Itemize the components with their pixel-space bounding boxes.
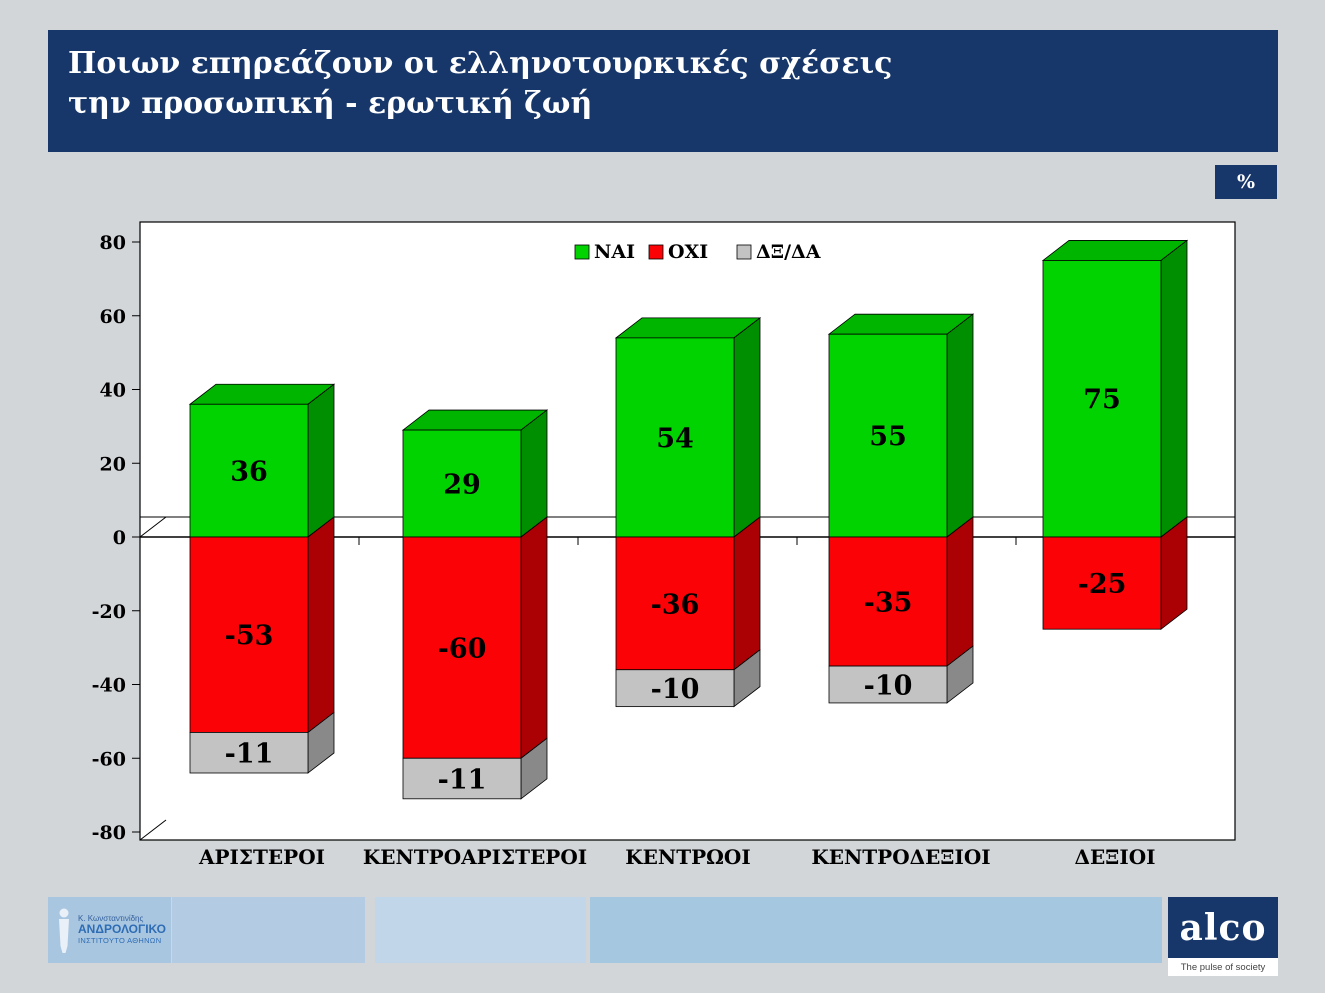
zero-depth-edge [139, 516, 167, 538]
alco-tagline: The pulse of society [1168, 958, 1278, 976]
bar-yes-side [520, 409, 548, 538]
header-banner: Ποιων επηρεάζουν οι ελληνοτουρκικές σχέσ… [48, 30, 1278, 152]
bar-no-side [520, 516, 548, 760]
andrology-institute-logo: Κ. Κωνσταντινίδης ΑΝΔΡΟΛΟΓΙΚΟ ΙΝΣΤΙΤΟΥΤΟ… [48, 906, 166, 954]
category-label: ΚΕΝΤΡΩΟΙ [625, 845, 750, 869]
value-label-yes: 55 [869, 422, 907, 453]
bar-no-side [946, 516, 974, 667]
category-label: ΑΡΙΣΤΕΡΟΙ [198, 845, 325, 869]
bar-yes-front [828, 333, 948, 538]
chart-svg: 80 60 40 20 0 -20 -40 -60 -80 36 -53 -11 ΑΡΙΣΤΕΡΟΙ 29… [92, 221, 1236, 869]
value-label-yes: 75 [1083, 385, 1121, 416]
bar-no-side [307, 516, 335, 734]
bar-yes-side [946, 313, 974, 538]
institute-figure-icon [59, 908, 69, 953]
bar-group-3: 54 -36 -10 [614, 317, 762, 708]
bar-yes-front [615, 337, 735, 538]
value-label-yes: 29 [443, 470, 481, 501]
y-axis-tick-label: -80 [92, 822, 126, 844]
bar-yes-side [733, 317, 761, 538]
legend: ΝΑΙ ΟΧΙ ΔΞ/ΔΑ [574, 241, 821, 263]
bar-group-4: 55 -35 -10 [827, 313, 975, 704]
page-title-line-1: Ποιων επηρεάζουν οι ελληνοτουρκικές σχέσ… [68, 46, 893, 81]
bar-no-front [402, 536, 522, 759]
y-axis-tick-label: -40 [92, 675, 126, 697]
alco-logo-text: alco [1168, 897, 1278, 958]
y-axis-tick-label: 80 [100, 232, 126, 254]
bar-no-front [828, 536, 948, 667]
institute-name-main: ΑΝΔΡΟΛΟΓΙΚΟ [78, 922, 166, 937]
institute-name-small: Κ. Κωνσταντινίδης [78, 914, 144, 924]
percent-unit-badge: % [1215, 165, 1277, 199]
institute-name-sub: ΙΝΣΤΙΤΟΥΤΟ ΑΘΗΝΩΝ [78, 936, 162, 946]
bar-group-1: 36 -53 -11 [188, 383, 336, 774]
bar-dkda-front [189, 732, 309, 774]
y-axis-tick-label: 0 [113, 527, 126, 549]
category-label: ΚΕΝΤΡΟΑΡΙΣΤΕΡΟΙ [363, 845, 587, 869]
value-label-no: -25 [1078, 569, 1127, 600]
bar-dkda-front [828, 665, 948, 704]
alco-logo: alco The pulse of society [1168, 897, 1278, 976]
chart: 80 60 40 20 0 -20 -40 -60 -80 36 -53 -11 ΑΡΙΣΤΕΡΟΙ 29… [85, 212, 1245, 912]
footer-band-institute: Κ. Κωνσταντινίδης ΑΝΔΡΟΛΟΓΙΚΟ ΙΝΣΤΙΤΟΥΤΟ… [48, 897, 171, 963]
bar-yes-front [1042, 260, 1162, 538]
legend-label-3: ΔΞ/ΔΑ [756, 241, 821, 263]
value-label-dkda: -11 [438, 765, 487, 796]
page-title-line-2: την προσωπική - ερωτική ζωή [68, 86, 593, 121]
footer-band-4 [590, 897, 1162, 963]
bar-no-side [1160, 516, 1188, 630]
legend-swatch-1 [574, 244, 590, 260]
value-label-no: -53 [225, 621, 274, 652]
category-label: ΔΕΞΙΟΙ [1075, 845, 1156, 869]
y-axis-tick-label: -20 [92, 601, 126, 623]
value-label-dkda: -10 [651, 674, 700, 705]
value-label-yes: 36 [230, 457, 268, 488]
bar-no-front [1042, 536, 1162, 630]
y-axis-tick-label: 60 [100, 306, 126, 328]
bar-yes-front [402, 429, 522, 538]
bar-no-side [733, 516, 761, 671]
bar-no-front [615, 536, 735, 671]
value-label-no: -60 [438, 634, 487, 665]
category-label: ΚΕΝΤΡΟΔΕΞΙΟΙ [811, 845, 990, 869]
value-label-dkda: -11 [225, 739, 274, 770]
value-label-yes: 54 [656, 423, 694, 454]
bar-group-5: 75 -25 [1041, 239, 1189, 630]
value-label-no: -36 [651, 589, 700, 620]
percent-unit-label: % [1236, 171, 1256, 193]
bar-no-front [189, 536, 309, 733]
page-title: Ποιων επηρεάζουν οι ελληνοτουρκικές σχέσ… [68, 44, 1278, 124]
y-axis-tick-label: 40 [100, 380, 126, 402]
value-label-dkda: -10 [864, 671, 913, 702]
y-axis-tick-label: -60 [92, 748, 126, 770]
legend-label-2: ΟΧΙ [668, 241, 708, 263]
floor-depth-edge [139, 819, 167, 841]
bar-dkda-front [402, 757, 522, 800]
footer-band-2 [172, 897, 365, 963]
bar-group-2: 29 -60 -11 [401, 409, 549, 800]
bar-dkda-front [615, 669, 735, 708]
footer-band-3 [375, 897, 586, 963]
y-axis-tick-label: 20 [100, 453, 126, 475]
legend-label-1: ΝΑΙ [594, 241, 635, 263]
legend-swatch-2 [648, 244, 664, 260]
legend-swatch-3 [736, 244, 752, 260]
bar-yes-side [1160, 239, 1188, 538]
bar-yes-front [189, 403, 309, 538]
institute-text: Κ. Κωνσταντινίδης ΑΝΔΡΟΛΟΓΙΚΟ ΙΝΣΤΙΤΟΥΤΟ… [78, 914, 166, 946]
bar-yes-side [307, 383, 335, 538]
value-label-no: -35 [864, 588, 913, 619]
